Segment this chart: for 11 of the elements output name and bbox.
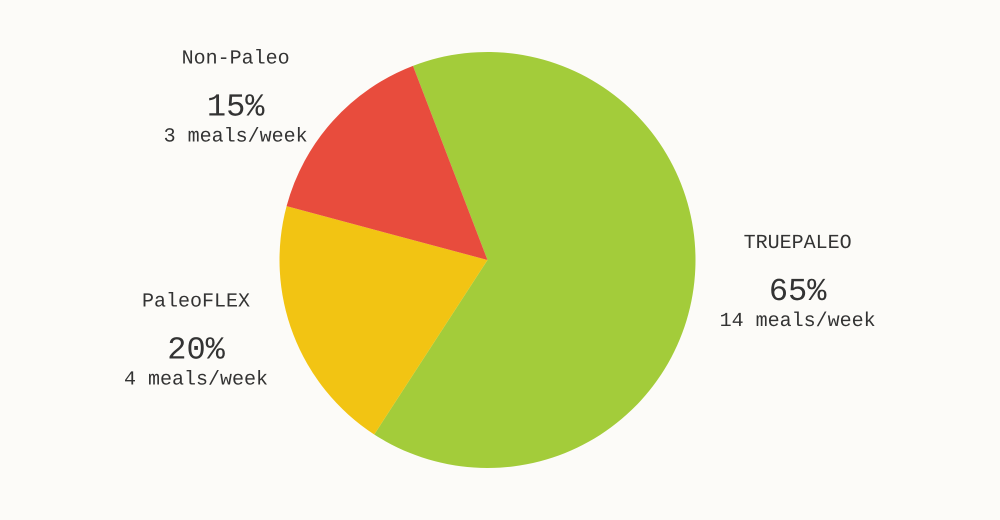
slice-label: TRUEPALEO bbox=[744, 232, 852, 255]
slice-label: Non-Paleo bbox=[182, 48, 290, 71]
slice-label: PaleoFLEX bbox=[142, 290, 250, 314]
data-label: 65% bbox=[768, 272, 828, 310]
text: 4 meals/week bbox=[124, 368, 268, 392]
data-label: 15% bbox=[206, 88, 266, 126]
text: 14 meals/week bbox=[720, 310, 876, 333]
text: 3 meals/week bbox=[164, 126, 308, 149]
pie-slice bbox=[374, 52, 696, 468]
pie-slice bbox=[280, 206, 488, 434]
data-label: 20% bbox=[167, 332, 226, 369]
